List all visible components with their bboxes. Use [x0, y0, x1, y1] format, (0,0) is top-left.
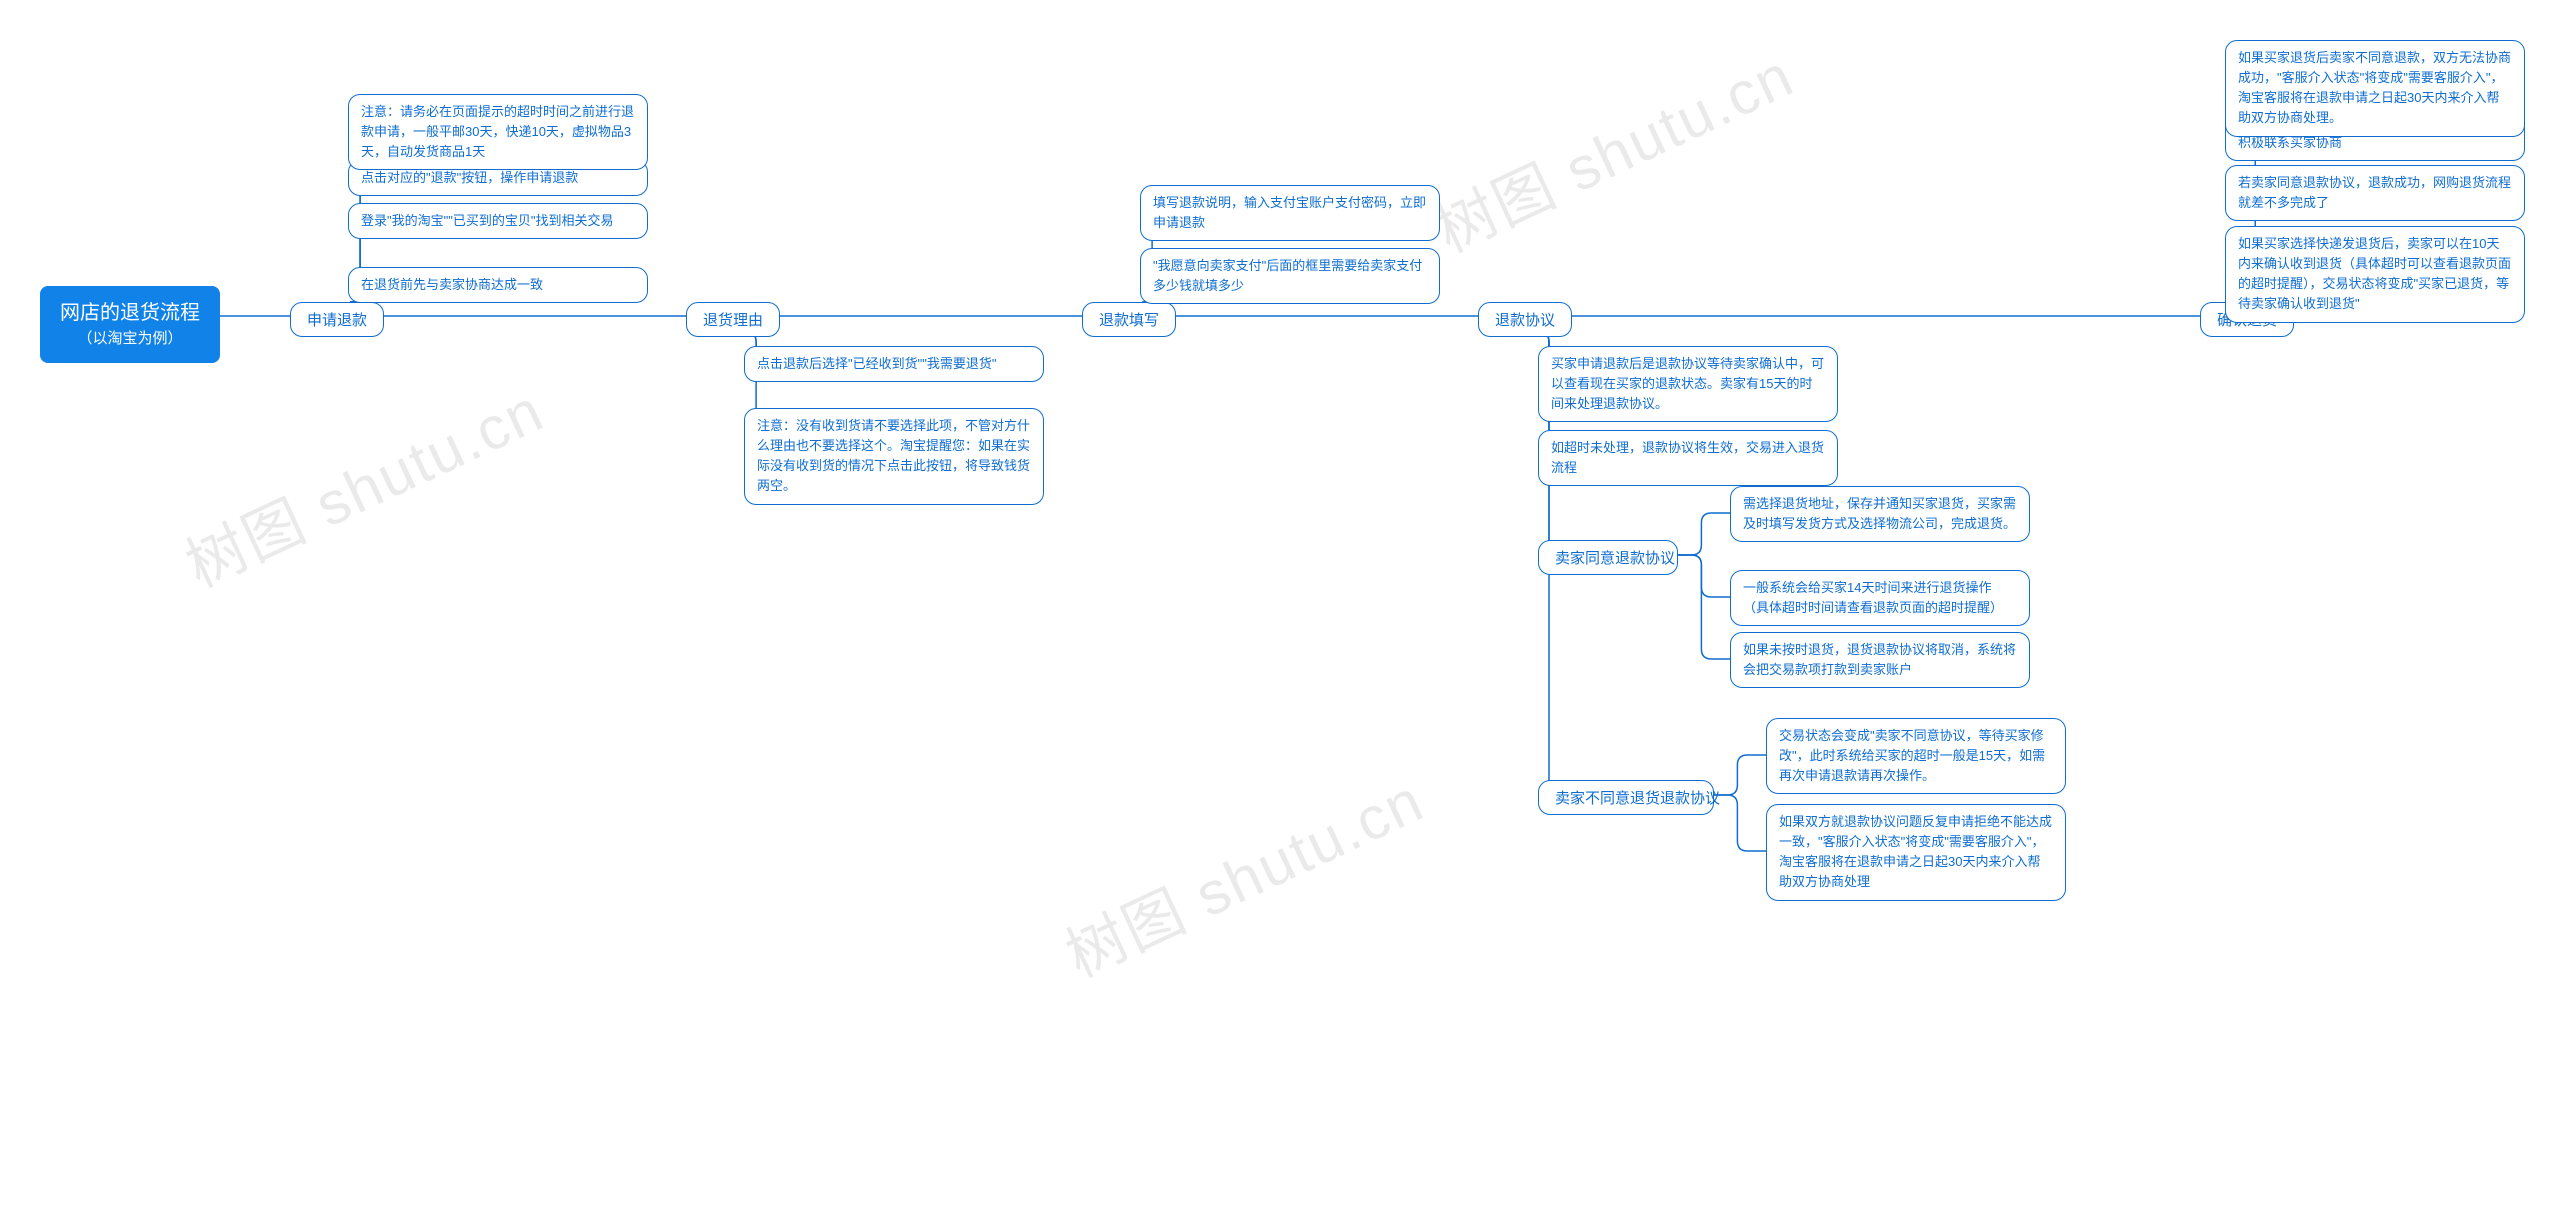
leaf-node: 点击退款后选择"已经收到货""我需要退货" — [744, 346, 1044, 382]
leaf-node: 注意：没有收到货请不要选择此项，不管对方什么理由也不要选择这个。淘宝提醒您：如果… — [744, 408, 1044, 505]
leaf-node: 如果未按时退货，退货退款协议将取消，系统将会把交易款项打款到卖家账户 — [1730, 632, 2030, 688]
leaf-node: 如果买家退货后卖家不同意退款，双方无法协商成功，"客服介入状态"将变成"需要客服… — [2225, 40, 2525, 137]
leaf-node: 登录"我的淘宝""已买到的宝贝"找到相关交易 — [348, 203, 648, 239]
sub-branch-node: 卖家不同意退货退款协议 — [1538, 780, 1714, 815]
root-title: 网店的退货流程 — [60, 302, 200, 324]
watermark: 树图 shutu.cn — [170, 363, 556, 605]
root-node: 网店的退货流程 （以淘宝为例） — [40, 286, 220, 363]
leaf-node: 注意：请务必在页面提示的超时时间之前进行退款申请，一般平邮30天，快递10天，虚… — [348, 94, 648, 170]
leaf-node: 如果双方就退款协议问题反复申请拒绝不能达成一致，"客服介入状态"将变成"需要客服… — [1766, 804, 2066, 901]
branch-node: 退货理由 — [686, 302, 780, 337]
leaf-node: 交易状态会变成"卖家不同意协议，等待买家修改"，此时系统给买家的超时一般是15天… — [1766, 718, 2066, 794]
leaf-node: 填写退款说明，输入支付宝账户支付密码，立即申请退款 — [1140, 185, 1440, 241]
leaf-node: "我愿意向卖家支付"后面的框里需要给卖家支付多少钱就填多少 — [1140, 248, 1440, 304]
leaf-node: 在退货前先与卖家协商达成一致 — [348, 267, 648, 303]
watermark: 树图 shutu.cn — [1420, 28, 1806, 270]
sub-branch-node: 卖家同意退款协议 — [1538, 540, 1678, 575]
branch-node: 退款协议 — [1478, 302, 1572, 337]
watermark: 树图 shutu.cn — [1050, 753, 1436, 995]
branch-node: 退款填写 — [1082, 302, 1176, 337]
root-subtitle: （以淘宝为例） — [60, 329, 200, 349]
branch-node: 申请退款 — [290, 302, 384, 337]
leaf-node: 若卖家同意退款协议，退款成功，网购退货流程就差不多完成了 — [2225, 165, 2525, 221]
leaf-node: 如超时未处理，退款协议将生效，交易进入退货流程 — [1538, 430, 1838, 486]
leaf-node: 如果买家选择快递发退货后，卖家可以在10天内来确认收到退货（具体超时可以查看退款… — [2225, 226, 2525, 323]
leaf-node: 一般系统会给买家14天时间来进行退货操作（具体超时时间请查看退款页面的超时提醒） — [1730, 570, 2030, 626]
leaf-node: 买家申请退款后是退款协议等待卖家确认中，可以查看现在买家的退款状态。卖家有15天… — [1538, 346, 1838, 422]
mindmap-canvas: 树图 shutu.cn树图 shutu.cn树图 shutu.cn网店的退货流程… — [0, 0, 2560, 1229]
leaf-node: 需选择退货地址，保存并通知买家退货，买家需及时填写发货方式及选择物流公司，完成退… — [1730, 486, 2030, 542]
